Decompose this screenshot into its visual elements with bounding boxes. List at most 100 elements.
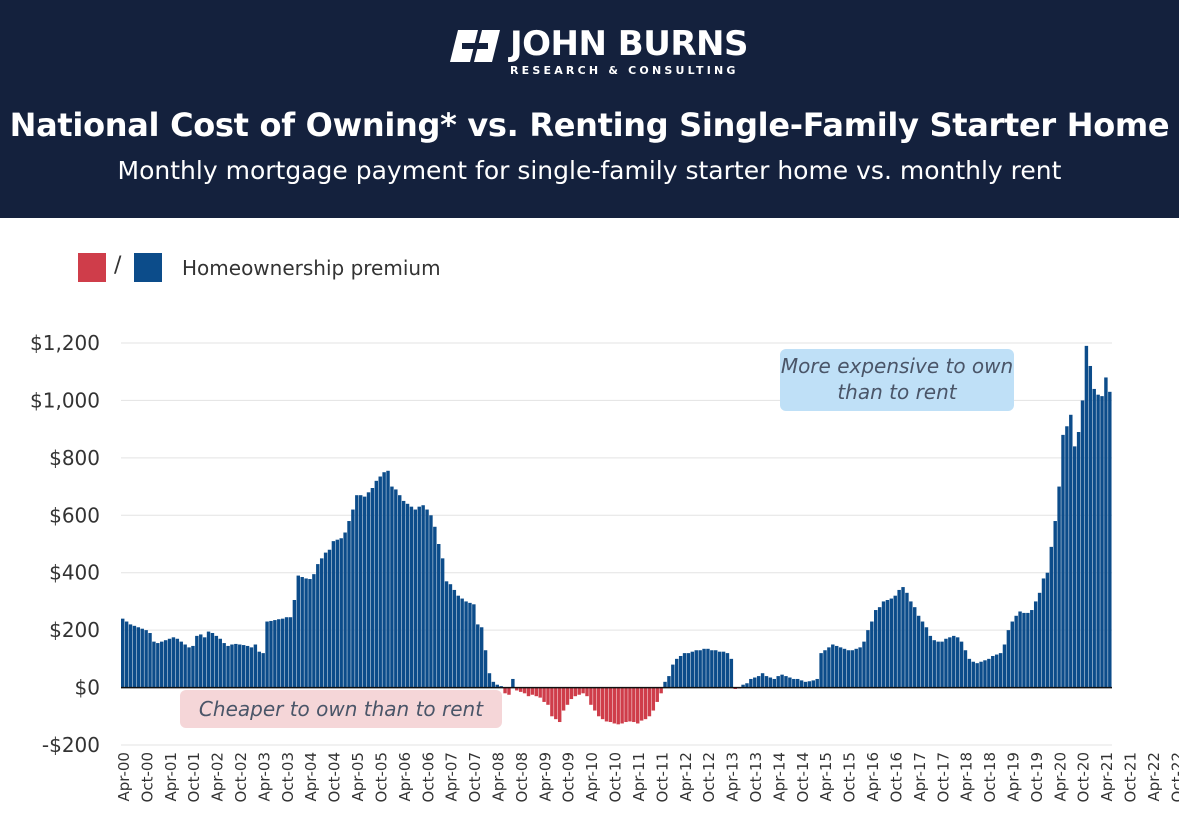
bar	[405, 503, 410, 688]
annotation-cheaper: Cheaper to own than to rent	[180, 690, 502, 728]
bar	[971, 661, 975, 688]
bar	[401, 500, 406, 688]
bar	[175, 638, 180, 688]
bar	[413, 509, 418, 688]
bar	[183, 644, 187, 688]
x-tick-label: Oct-08	[513, 752, 531, 802]
bar	[538, 687, 542, 698]
bar	[955, 637, 960, 688]
x-tick-label: Apr-08	[490, 752, 508, 802]
bar	[292, 599, 297, 688]
bar	[152, 641, 156, 688]
chart-subtitle: Monthly mortgage payment for single-fami…	[117, 156, 1062, 185]
x-tick-label: Oct-04	[326, 752, 344, 802]
bar	[425, 509, 429, 688]
bar	[842, 648, 847, 688]
x-tick-label: Oct-15	[841, 752, 859, 802]
bar	[768, 677, 773, 688]
bar	[694, 650, 698, 688]
x-tick-label: Oct-16	[887, 752, 905, 802]
x-tick-label: Apr-04	[302, 752, 320, 802]
x-tick-label: Oct-02	[232, 752, 250, 802]
bar	[877, 607, 882, 688]
x-tick-label: Apr-03	[255, 752, 273, 802]
bar	[491, 681, 496, 688]
bar	[717, 651, 722, 688]
bar	[596, 687, 601, 717]
bar	[862, 641, 866, 688]
bar	[327, 549, 332, 688]
bar	[1080, 400, 1085, 688]
bar	[249, 647, 254, 688]
bar	[167, 638, 172, 688]
x-tick-label: Apr-00	[115, 752, 133, 802]
bar	[998, 653, 1003, 688]
bar	[667, 676, 671, 688]
bar	[542, 687, 546, 702]
x-tick-label: Apr-19	[1005, 752, 1023, 802]
bar	[675, 658, 679, 688]
bar	[370, 488, 375, 688]
bar	[745, 683, 749, 688]
bar	[1006, 630, 1011, 688]
bar	[991, 655, 995, 688]
logo-mark-icon	[450, 30, 500, 62]
bar	[593, 687, 597, 711]
bar	[390, 486, 394, 688]
bar	[690, 651, 695, 688]
bar	[257, 651, 261, 688]
y-tick-label: -$200	[42, 733, 100, 757]
bar	[319, 558, 324, 688]
bar	[191, 645, 195, 688]
legend-label: Homeownership premium	[182, 256, 441, 280]
bar	[628, 687, 632, 722]
bar	[799, 680, 804, 688]
x-tick-label: Oct-11	[653, 752, 671, 802]
bar	[429, 515, 433, 688]
x-tick-label: Apr-20	[1051, 752, 1069, 802]
bar	[452, 589, 457, 688]
bar	[156, 643, 160, 688]
bar	[784, 676, 788, 688]
x-tick-label: Apr-05	[349, 752, 367, 802]
bar	[323, 552, 328, 688]
bar	[924, 627, 929, 688]
x-tick-label: Apr-12	[677, 752, 695, 802]
bar	[561, 687, 566, 711]
bar	[503, 687, 507, 694]
bar	[195, 635, 199, 688]
bar	[1037, 592, 1042, 688]
y-tick-label: $800	[49, 446, 100, 470]
bar	[916, 615, 921, 688]
bar	[682, 653, 687, 688]
bar	[1057, 486, 1061, 688]
bar	[187, 647, 191, 688]
x-tick-label: Oct-12	[700, 752, 718, 802]
bar	[398, 495, 402, 688]
bar	[569, 687, 574, 700]
bar	[206, 631, 211, 688]
bar	[1069, 414, 1073, 688]
bar	[706, 648, 710, 688]
y-tick-label: $0	[75, 676, 100, 700]
bar	[296, 575, 301, 688]
y-tick-label: $400	[49, 561, 100, 585]
bar	[136, 627, 141, 688]
bar	[608, 687, 613, 723]
bar	[261, 653, 265, 688]
bar	[526, 687, 531, 697]
bar	[616, 687, 620, 725]
bar	[870, 621, 874, 688]
bar	[834, 645, 839, 688]
bar	[421, 505, 425, 688]
bar	[659, 687, 663, 694]
x-tick-label: Apr-11	[630, 752, 648, 802]
bar	[698, 650, 702, 688]
bar	[897, 589, 901, 688]
bar	[1104, 377, 1108, 688]
bar	[725, 653, 730, 688]
bar	[440, 558, 445, 688]
bar	[1049, 546, 1054, 688]
bar	[721, 651, 726, 688]
bar	[686, 653, 691, 688]
